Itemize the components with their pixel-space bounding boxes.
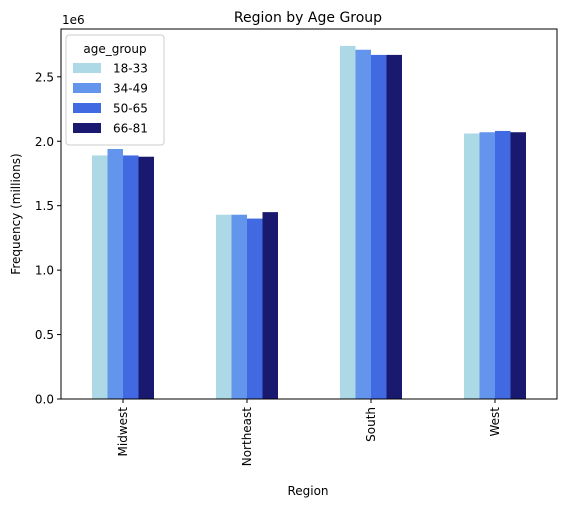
- legend-box: [65, 34, 165, 146]
- plot-frame: [60, 28, 558, 400]
- y-tick-label: 2.5: [35, 70, 54, 84]
- y-axis-label: Frequency (millions): [9, 153, 23, 274]
- legend-title: age_group: [83, 42, 146, 56]
- bar-west-34-49: [479, 132, 495, 400]
- legend-label-34-49: 34-49: [113, 82, 148, 96]
- x-tick-label-west: West: [488, 407, 502, 437]
- bar-midwest-50-65: [123, 155, 139, 399]
- y-tick-label: 0.5: [35, 328, 54, 342]
- legend-label-66-81: 66-81: [113, 122, 148, 136]
- legend-swatch-34-49: [73, 83, 101, 93]
- bar-west-50-65: [495, 130, 511, 399]
- x-tick-label-midwest: Midwest: [116, 407, 130, 457]
- bar-northeast-66-81: [262, 212, 278, 399]
- bar-northeast-34-49: [231, 214, 247, 399]
- legend-items: 18-33 34-49 50-65 66-81: [73, 62, 148, 136]
- x-axis-ticks: Midwest Northeast South West: [116, 399, 502, 466]
- legend: age_group 18-33 34-49 50-65 66-81: [65, 34, 165, 146]
- bars-layer: [92, 45, 526, 400]
- bar-west-18-33: [464, 133, 480, 399]
- bar-south-18-33: [340, 45, 356, 399]
- chart-title: Region by Age Group: [234, 10, 382, 26]
- bar-northeast-18-33: [216, 214, 232, 399]
- legend-swatch-50-65: [73, 103, 101, 113]
- y-tick-label: 0.0: [35, 393, 54, 407]
- bar-midwest-18-33: [92, 155, 108, 399]
- bar-south-34-49: [355, 49, 371, 399]
- x-tick-label-northeast: Northeast: [240, 407, 254, 467]
- y-axis-offset-label: 1e6: [62, 13, 85, 27]
- x-tick-label-south: South: [364, 407, 378, 442]
- x-axis-label: Region: [287, 484, 328, 498]
- bar-midwest-34-49: [107, 148, 123, 399]
- bar-midwest-66-81: [138, 156, 154, 399]
- y-axis-ticks: 0.0 0.5 1.0 1.5 2.0 2.5: [35, 70, 61, 407]
- bar-northeast-50-65: [247, 218, 263, 399]
- legend-swatch-18-33: [73, 63, 101, 73]
- y-tick-label: 1.0: [35, 264, 54, 278]
- y-tick-label: 1.5: [35, 199, 54, 213]
- bar-west-66-81: [510, 132, 526, 400]
- bar-south-66-81: [386, 54, 402, 400]
- legend-label-50-65: 50-65: [113, 102, 148, 116]
- legend-swatch-66-81: [73, 123, 101, 133]
- y-tick-label: 2.0: [35, 135, 54, 149]
- legend-label-18-33: 18-33: [113, 62, 148, 76]
- bar-south-50-65: [371, 54, 387, 400]
